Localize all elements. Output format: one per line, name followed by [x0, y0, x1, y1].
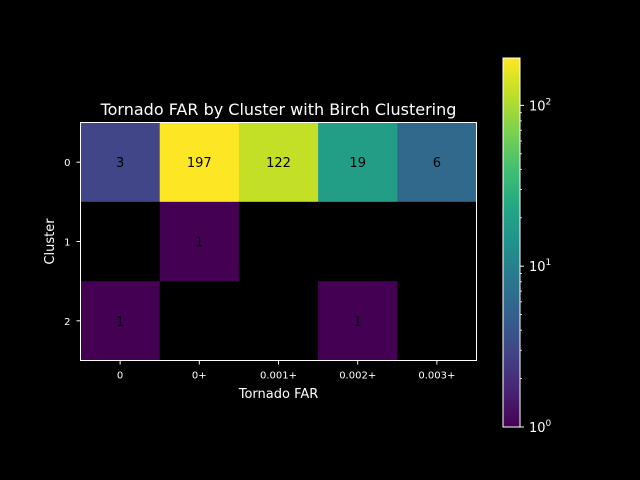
cell-label: 19	[349, 156, 366, 171]
cell-label: 197	[187, 156, 212, 171]
heatmap-cell	[397, 201, 477, 282]
x-tick-label: 0+	[192, 371, 207, 382]
cell-label: 1	[116, 315, 124, 330]
heatmap-cell	[318, 281, 398, 361]
heatmap-cell	[80, 281, 161, 361]
heatmap-cell	[159, 122, 240, 203]
x-tick-label: 0	[117, 371, 123, 382]
heatmap-cell	[318, 122, 398, 203]
cell-label: 1	[195, 236, 203, 251]
cell-label: 122	[266, 156, 291, 171]
y-axis-label: Cluster	[43, 218, 58, 265]
cell-label: 1	[354, 315, 362, 330]
cell-label: 3	[116, 156, 124, 171]
heatmap-cells	[80, 122, 477, 361]
chart-title: Tornado FAR by Cluster with Birch Cluste…	[100, 100, 457, 119]
heatmap-cell-labels: 3 197 122 19 6 1 1 1	[116, 156, 441, 330]
y-tick-label: 0	[64, 158, 70, 169]
x-tick-label: 0.002+	[339, 371, 376, 382]
heatmap-cell	[397, 122, 477, 203]
heatmap-cell	[159, 201, 240, 282]
y-tick-label: 2	[64, 317, 70, 328]
y-tick-label: 1	[64, 238, 70, 249]
x-tick-label: 0.003+	[418, 371, 455, 382]
heatmap-cell	[238, 122, 319, 203]
x-axis: 0 0+ 0.001+ 0.002+ 0.003+	[117, 360, 455, 382]
cell-label: 6	[433, 156, 441, 171]
heatmap-cell	[397, 281, 477, 361]
heatmap-cell	[318, 201, 398, 282]
heatmap-cell	[238, 201, 319, 282]
x-tick-label: 0.001+	[260, 371, 297, 382]
heatmap-cell	[238, 281, 319, 361]
heatmap-cell	[159, 281, 240, 361]
x-axis-label: Tornado FAR	[238, 387, 319, 402]
colorbar-frame	[502, 57, 521, 428]
y-axis: 0 1 2	[64, 158, 81, 328]
heatmap-cell	[80, 122, 161, 203]
colorbar	[503, 58, 520, 427]
heatmap-cell	[80, 201, 161, 282]
